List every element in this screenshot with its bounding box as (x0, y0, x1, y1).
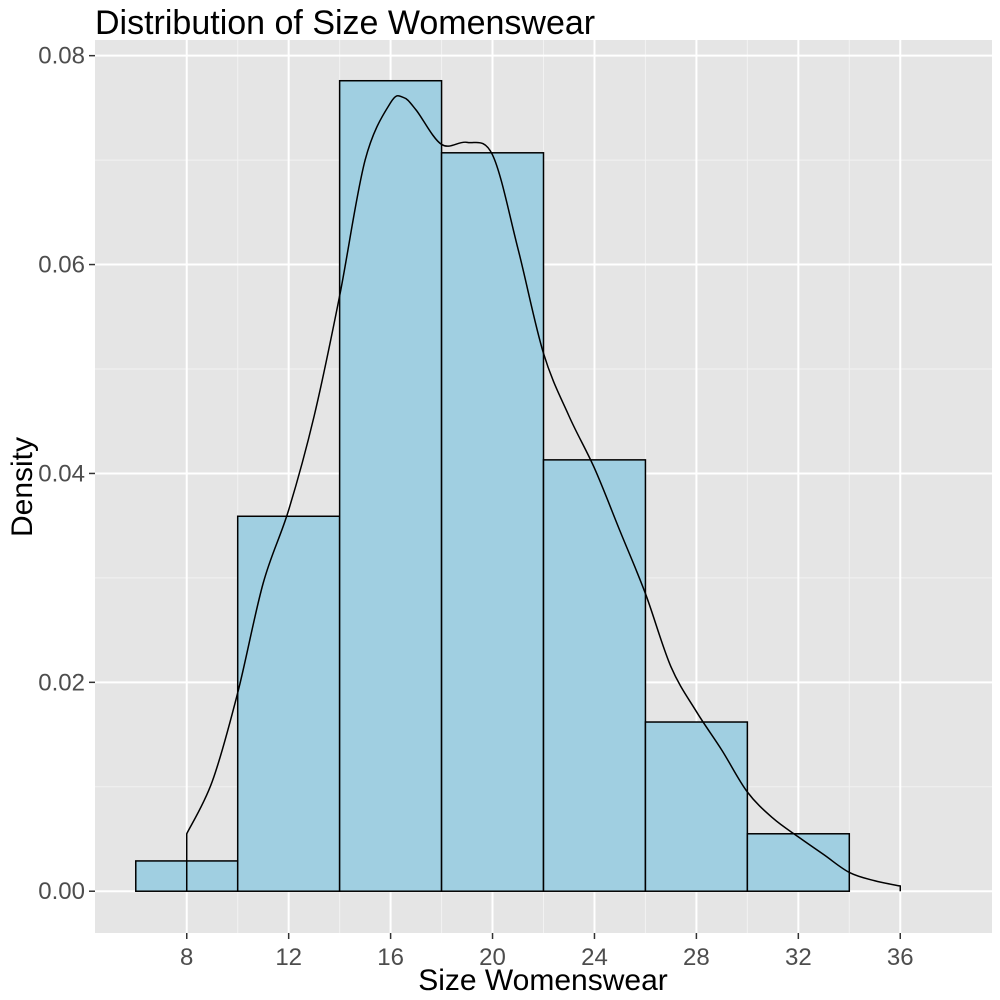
x-tick-label: 20 (479, 944, 506, 971)
density-curve (185, 94, 902, 892)
y-tick-label: 0.02 (38, 669, 85, 696)
y-tick-label: 0.08 (38, 43, 85, 70)
chart-title: Distribution of Size Womenswear (95, 4, 595, 42)
x-tick-label: 16 (377, 944, 404, 971)
x-tick-label: 36 (887, 944, 914, 971)
histogram-bar (236, 515, 341, 892)
histogram-bars (135, 79, 851, 892)
y-tick-label: 0.06 (38, 252, 85, 279)
y-tick-label: 0.00 (38, 878, 85, 905)
x-axis: 8 12 16 20 24 28 32 36 (180, 933, 914, 971)
histogram-bar (440, 152, 545, 892)
x-tick-label: 24 (581, 944, 608, 971)
histogram-bar (746, 833, 851, 892)
histogram-bar (644, 721, 749, 892)
x-tick-label: 8 (180, 944, 193, 971)
x-tick-label: 28 (683, 944, 710, 971)
x-axis-title: Size Womenswear (418, 964, 668, 997)
y-axis: 0.00 0.02 0.04 0.06 0.08 (38, 43, 95, 905)
x-tick-label: 12 (275, 944, 302, 971)
y-tick-label: 0.04 (38, 460, 85, 487)
x-tick-label: 32 (785, 944, 812, 971)
y-axis-title: Density (6, 437, 39, 537)
histogram-bar (338, 79, 443, 892)
histogram-bar (542, 459, 647, 892)
